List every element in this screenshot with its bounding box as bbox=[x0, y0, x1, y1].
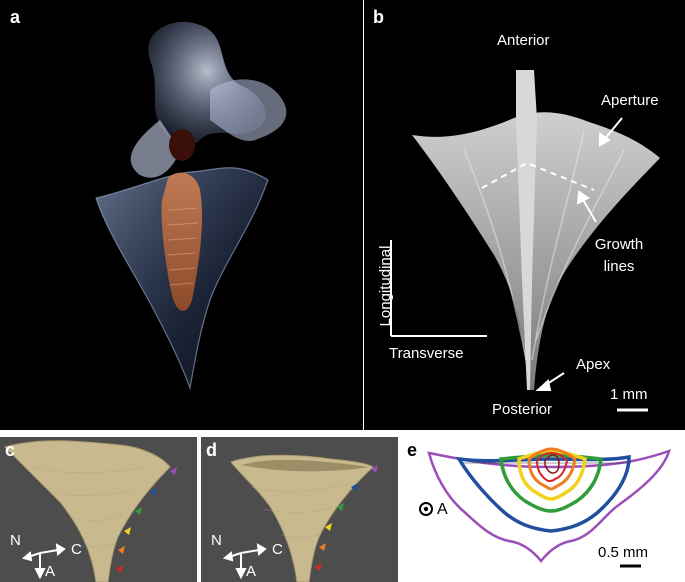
axis-c-c: C bbox=[71, 541, 82, 558]
axis-arrows-c bbox=[21, 543, 66, 580]
contour-violet bbox=[427, 448, 671, 564]
panel-label-c: c bbox=[5, 440, 16, 460]
panel-c-render: c N C A bbox=[0, 437, 197, 582]
axis-a-d: A bbox=[246, 563, 257, 580]
posterior-label: Posterior bbox=[492, 401, 553, 418]
marker-red bbox=[116, 565, 123, 573]
growth-label-line2: lines bbox=[603, 258, 635, 275]
apex-label: Apex bbox=[576, 356, 611, 373]
growth-lines-dashed bbox=[481, 161, 595, 191]
scale-label-e: 0.5 mm bbox=[598, 544, 649, 561]
axis-a-dot bbox=[423, 506, 429, 512]
contour-orange bbox=[527, 447, 577, 491]
axis-n-c: N bbox=[10, 532, 21, 549]
central-rib bbox=[516, 70, 537, 390]
growth-label-line1: Growth bbox=[594, 236, 644, 253]
axis-a-c: A bbox=[45, 563, 56, 580]
contour-yellow bbox=[517, 449, 587, 501]
transverse-label: Transverse bbox=[389, 345, 464, 362]
marker-orange bbox=[319, 543, 326, 551]
panel-label-d: d bbox=[206, 440, 217, 460]
panel-a-photo: a bbox=[0, 0, 363, 430]
contour-red bbox=[535, 451, 569, 483]
marker-yellow bbox=[124, 527, 131, 535]
marker-violet bbox=[170, 467, 177, 475]
marker-blue bbox=[150, 488, 157, 496]
render-shell-d bbox=[230, 454, 374, 582]
growth-arrow bbox=[581, 197, 597, 223]
shell-sem-illustration bbox=[390, 70, 660, 412]
panel-d-render: d N C A bbox=[201, 437, 398, 582]
axis-c-d: C bbox=[272, 541, 283, 558]
shell-render-d bbox=[222, 454, 378, 582]
marker-yellow bbox=[325, 523, 332, 531]
panel-label-e: e bbox=[407, 440, 418, 460]
wing-shape-left bbox=[130, 120, 180, 178]
growth-label: Growth lines bbox=[584, 237, 654, 275]
scale-label-b: 1 mm bbox=[610, 386, 648, 403]
head-shape bbox=[169, 129, 195, 161]
contour-dark-red bbox=[544, 454, 560, 474]
anterior-label: Anterior bbox=[497, 32, 550, 49]
shell-cone bbox=[412, 112, 660, 391]
render-shell-c bbox=[4, 440, 171, 582]
marker-green bbox=[135, 507, 142, 515]
panel-b-sem: b Anterior Aperture Growth lines Longitu… bbox=[364, 0, 685, 430]
axis-arrows-d bbox=[222, 543, 267, 580]
axis-n-d: N bbox=[211, 532, 222, 549]
panel-e-contours: e A 0.5 mm bbox=[401, 437, 685, 582]
marker-blue bbox=[351, 483, 358, 491]
marker-violet bbox=[371, 465, 378, 473]
longitudinal-label: Longitudinal bbox=[377, 245, 394, 327]
render-aperture-d bbox=[241, 459, 369, 472]
axis-a-e: A bbox=[437, 501, 448, 518]
marker-green bbox=[337, 503, 344, 511]
body-shape bbox=[161, 172, 203, 311]
aperture-arrow bbox=[603, 117, 623, 141]
pteropod-photo-illustration bbox=[95, 21, 287, 391]
axis-a-symbol bbox=[419, 502, 433, 516]
aperture-label: Aperture bbox=[601, 92, 659, 109]
shell-render-c bbox=[4, 440, 177, 582]
panel-label-a: a bbox=[10, 7, 21, 27]
wing-shape-right bbox=[210, 79, 287, 141]
marker-red bbox=[315, 563, 322, 571]
panel-label-b: b bbox=[373, 7, 384, 27]
marker-orange bbox=[118, 546, 125, 554]
contour-blue bbox=[455, 454, 631, 533]
contour-plot bbox=[419, 447, 671, 568]
